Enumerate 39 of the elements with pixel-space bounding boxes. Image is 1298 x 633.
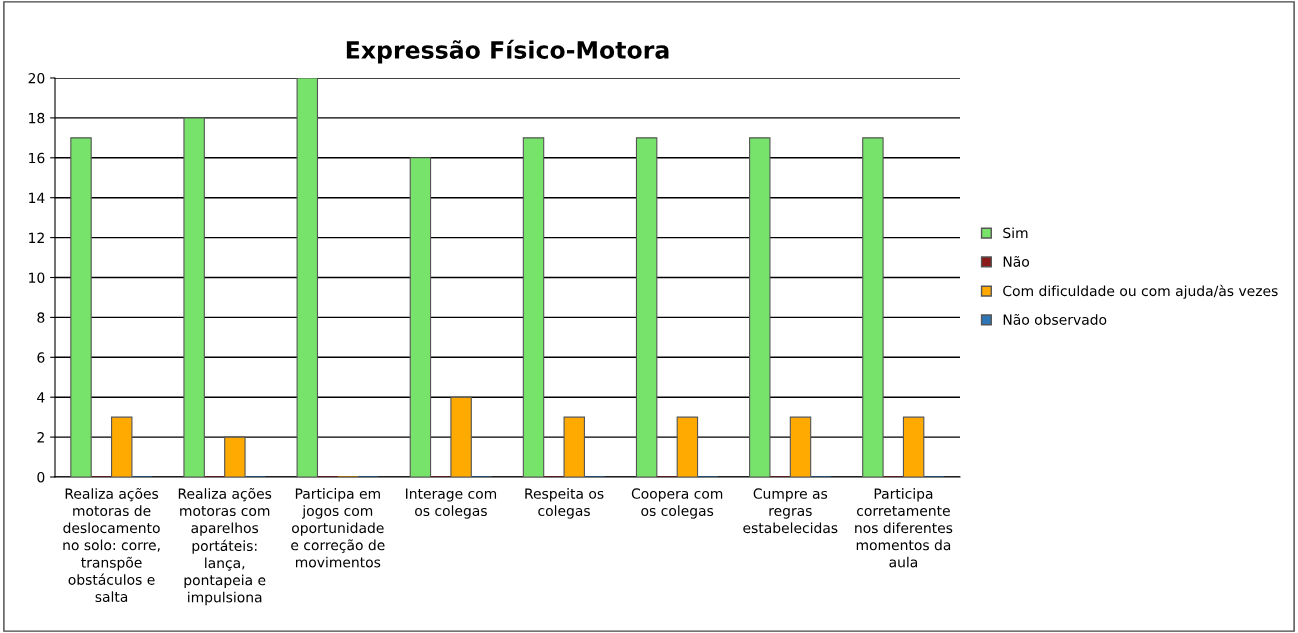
legend-label: Sim xyxy=(1003,227,1028,239)
y-tick-label: 2 xyxy=(37,432,44,443)
x-tick-label: Participa em jogos com oportunidade e correção de movimentos xyxy=(291,488,385,568)
y-tick-label: 14 xyxy=(29,192,45,203)
x-tick-label: Realiza ações motoras de deslocamento no solo: corre, transpõe obstáculos e salta xyxy=(63,487,160,603)
y-tick-label: 12 xyxy=(29,232,44,243)
bar xyxy=(409,157,432,477)
bar xyxy=(862,137,884,477)
x-tick-label: Coopera com os colegas xyxy=(631,488,723,519)
legend-label: Não observado xyxy=(1003,313,1107,325)
bar xyxy=(111,416,133,477)
bar xyxy=(70,137,92,477)
legend-label: Com dificuldade ou com ajuda/às vezes xyxy=(1003,284,1278,299)
x-tick-label: Cumpre as regras estabelecidas xyxy=(743,488,838,534)
bar xyxy=(749,137,771,477)
x-tick-label: Realiza ações motoras com aparelhos portáteis: lança, pontapeia e impulsiona xyxy=(178,487,272,606)
x-tick-label: Interage com os colegas xyxy=(406,488,497,519)
y-tick-label: 18 xyxy=(29,112,45,124)
bar xyxy=(635,137,658,477)
y-tick-label: 4 xyxy=(37,392,45,403)
legend-label: Não xyxy=(1003,255,1030,267)
y-tick-label: 20 xyxy=(28,72,45,84)
bar xyxy=(522,137,545,477)
bar xyxy=(224,436,246,477)
chart-title: Expressão Físico-Motora xyxy=(346,39,669,64)
bar xyxy=(902,416,925,477)
x-tick-label: Participa corretamente nos diferentes momentos da aula xyxy=(855,488,953,568)
y-tick-label: 10 xyxy=(29,272,45,283)
y-tick-label: 8 xyxy=(37,312,45,323)
y-tick-label: 0 xyxy=(37,471,45,483)
y-tick-label: 16 xyxy=(29,152,45,164)
y-tick-label: 6 xyxy=(37,352,45,363)
bar xyxy=(183,117,205,477)
bar xyxy=(450,396,472,477)
bar xyxy=(563,416,585,477)
x-tick-label: Respeita os colegas xyxy=(525,488,604,519)
bar xyxy=(676,416,699,477)
bar xyxy=(789,416,812,477)
bar xyxy=(296,78,319,477)
